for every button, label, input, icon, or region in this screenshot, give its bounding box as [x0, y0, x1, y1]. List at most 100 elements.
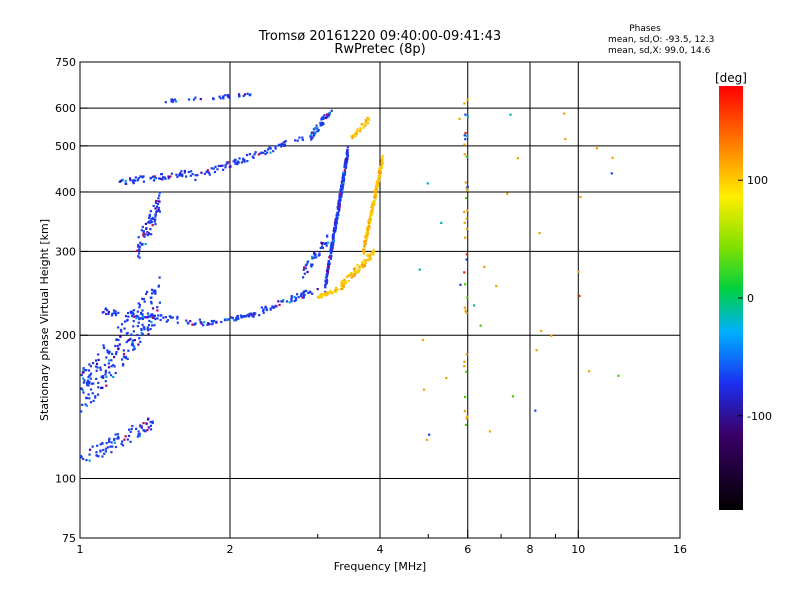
- data-point: [225, 161, 228, 164]
- data-point: [117, 338, 120, 342]
- data-point: [375, 187, 379, 190]
- data-point: [130, 333, 133, 336]
- data-point: [463, 153, 466, 156]
- data-point: [171, 98, 174, 102]
- data-point: [293, 295, 296, 299]
- data-point: [311, 292, 314, 295]
- data-point: [113, 438, 116, 442]
- data-point: [102, 448, 105, 452]
- data-point: [306, 270, 309, 274]
- data-point: [126, 357, 129, 360]
- data-point: [202, 324, 205, 327]
- data-point: [378, 167, 381, 171]
- data-point: [321, 245, 324, 248]
- data-point: [156, 209, 159, 212]
- data-point: [118, 343, 121, 346]
- data-point: [120, 358, 124, 361]
- data-point: [137, 321, 140, 324]
- data-point: [183, 171, 187, 174]
- y-tick-label: 750: [55, 56, 76, 69]
- data-point: [191, 323, 194, 326]
- data-point: [329, 246, 332, 249]
- data-point: [107, 366, 111, 369]
- data-point: [327, 259, 330, 263]
- data-point: [192, 98, 196, 101]
- data-point: [373, 200, 376, 203]
- data-point: [138, 256, 141, 259]
- data-point: [88, 381, 91, 384]
- data-point: [317, 129, 320, 132]
- data-point: [102, 344, 105, 347]
- data-point: [89, 365, 92, 368]
- data-point: [463, 143, 466, 146]
- data-point: [164, 101, 167, 104]
- data-point: [171, 316, 174, 319]
- data-point: [341, 282, 344, 285]
- data-point: [149, 421, 152, 424]
- data-point: [369, 212, 372, 216]
- data-point: [325, 281, 329, 284]
- data-point: [215, 321, 218, 324]
- data-point: [199, 321, 202, 324]
- data-point: [262, 311, 265, 314]
- data-point: [366, 122, 369, 125]
- data-point: [210, 319, 213, 323]
- data-point: [140, 425, 143, 428]
- data-point: [258, 314, 261, 317]
- data-point: [324, 116, 327, 119]
- data-point: [308, 290, 311, 293]
- data-point: [463, 395, 467, 399]
- data-point: [339, 188, 342, 191]
- y-tick-label: 600: [55, 102, 76, 115]
- data-point: [235, 162, 239, 165]
- data-point: [108, 350, 111, 353]
- data-point: [95, 454, 98, 457]
- data-point: [326, 115, 329, 119]
- data-point: [184, 175, 188, 178]
- data-point: [224, 166, 227, 169]
- data-point: [121, 364, 125, 367]
- data-point: [176, 315, 179, 318]
- data-point: [465, 370, 468, 373]
- data-point: [147, 324, 151, 327]
- data-point: [129, 337, 132, 340]
- y-tick-label: 400: [55, 186, 76, 199]
- data-point: [356, 128, 359, 131]
- data-point: [127, 315, 130, 318]
- data-point: [123, 327, 126, 330]
- data-point: [192, 323, 195, 326]
- data-point: [362, 249, 365, 252]
- data-point: [108, 439, 111, 442]
- data-point: [319, 121, 322, 125]
- data-point: [334, 223, 337, 226]
- data-point: [151, 224, 154, 227]
- data-point: [337, 202, 340, 206]
- data-point: [114, 371, 117, 375]
- data-point: [316, 127, 319, 130]
- data-point: [254, 151, 257, 154]
- data-point: [194, 96, 197, 99]
- y-tick-label: 500: [55, 140, 76, 153]
- data-point: [334, 218, 337, 221]
- data-point: [139, 424, 142, 427]
- data-point: [147, 232, 150, 235]
- data-point: [97, 358, 100, 362]
- data-point: [181, 173, 184, 176]
- data-point: [322, 117, 325, 121]
- data-point: [564, 137, 567, 141]
- data-point: [131, 314, 134, 317]
- data-point: [466, 98, 469, 101]
- data-point: [95, 369, 98, 372]
- data-point: [141, 313, 144, 316]
- data-point: [136, 325, 139, 328]
- data-point: [367, 219, 371, 222]
- data-point: [115, 351, 118, 354]
- data-point: [222, 96, 225, 99]
- data-point: [152, 204, 155, 208]
- data-point: [310, 255, 314, 258]
- data-point: [219, 97, 222, 100]
- data-point: [324, 242, 328, 245]
- y-tick-label: 75: [62, 532, 76, 545]
- data-point: [157, 197, 160, 200]
- data-point: [365, 236, 368, 239]
